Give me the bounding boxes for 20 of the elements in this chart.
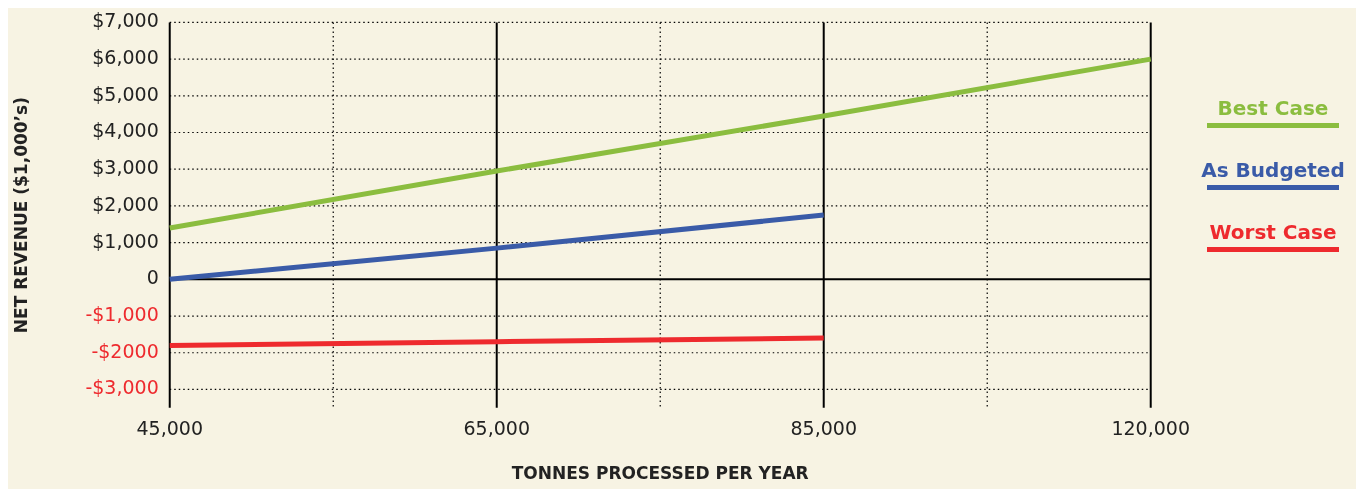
y-tick-label: $5,000 [92, 82, 159, 105]
y-tick-label: $2,000 [92, 192, 159, 215]
x-tick-label: 45,000 [136, 417, 203, 440]
text: As Budgeted [1200, 157, 1346, 182]
y-tick-label: $4,000 [92, 119, 159, 142]
text: Worst Case [1208, 219, 1338, 244]
y-tick-label: $6,000 [92, 46, 159, 69]
y-tick-label: 0 [146, 266, 159, 289]
x-axis-title: TONNES PROCESSED PER YEAR [511, 463, 809, 484]
y-axis-title: NET REVENUE ($1,000’s) [10, 97, 31, 334]
x-tick-label: 65,000 [463, 417, 530, 440]
x-tick-label: 85,000 [790, 417, 857, 440]
y-tick-label: -$2000 [91, 339, 159, 362]
y-tick-label: $7,000 [92, 9, 159, 32]
y-tick-label: $1,000 [92, 229, 159, 252]
text: Best Case [1216, 95, 1330, 120]
x-tick-label: 120,000 [1111, 417, 1190, 440]
y-tick-label: -$3,000 [85, 376, 159, 399]
y-tick-label: -$1,000 [85, 302, 159, 325]
y-tick-label: $3,000 [92, 156, 159, 179]
